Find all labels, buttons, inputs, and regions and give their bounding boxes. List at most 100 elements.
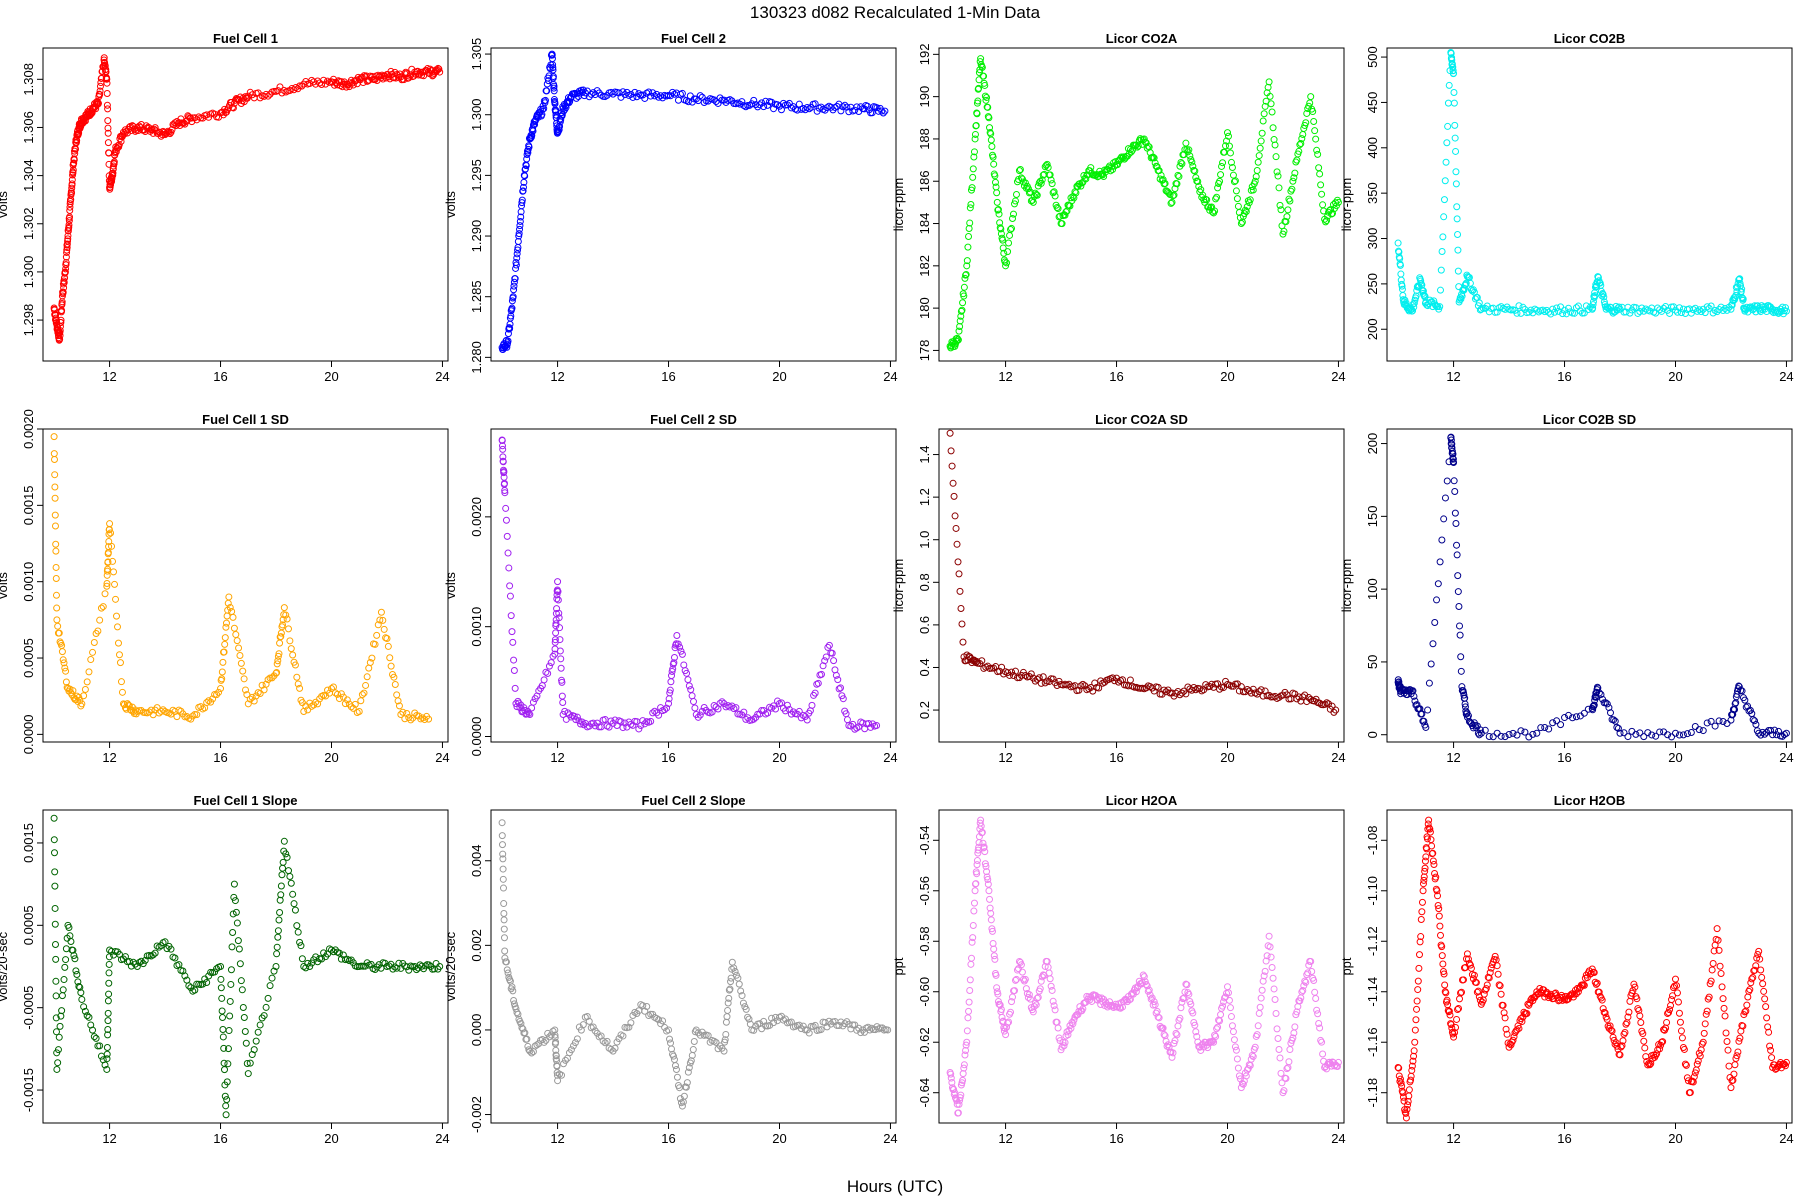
data-point bbox=[58, 1007, 66, 1015]
data-point bbox=[88, 109, 96, 117]
data-point bbox=[973, 110, 981, 118]
data-point bbox=[1002, 262, 1010, 270]
data-point bbox=[67, 937, 75, 945]
data-point bbox=[357, 697, 365, 705]
data-point bbox=[558, 692, 566, 700]
data-point bbox=[70, 159, 78, 167]
data-point bbox=[611, 1044, 619, 1052]
data-point bbox=[1493, 729, 1501, 737]
data-point bbox=[724, 702, 732, 710]
data-point bbox=[1047, 982, 1055, 990]
data-point bbox=[1609, 1033, 1617, 1041]
data-point bbox=[953, 540, 961, 548]
x-tick-label: 16 bbox=[213, 1131, 227, 1146]
data-point bbox=[748, 100, 756, 108]
data-point bbox=[1711, 722, 1719, 730]
data-point bbox=[1047, 176, 1055, 184]
data-point bbox=[1203, 196, 1211, 204]
data-point bbox=[666, 686, 674, 694]
data-point bbox=[962, 1041, 970, 1049]
data-point bbox=[1323, 699, 1331, 707]
data-point bbox=[593, 719, 601, 727]
y-tick-label: 100 bbox=[1365, 578, 1380, 600]
data-point bbox=[1454, 267, 1462, 275]
data-point bbox=[994, 990, 1002, 998]
data-point bbox=[677, 647, 685, 655]
data-point bbox=[1139, 971, 1147, 979]
data-point bbox=[524, 1042, 532, 1050]
data-point bbox=[1475, 299, 1483, 307]
data-point bbox=[318, 955, 326, 963]
data-point bbox=[1122, 996, 1130, 1004]
data-point bbox=[1397, 270, 1405, 278]
data-point bbox=[1228, 163, 1236, 171]
data-point bbox=[867, 723, 875, 731]
data-point bbox=[617, 718, 625, 726]
data-point bbox=[1261, 102, 1269, 110]
data-point bbox=[1333, 1063, 1341, 1071]
data-point bbox=[1736, 1034, 1744, 1042]
data-point bbox=[1417, 933, 1425, 941]
data-point bbox=[1072, 189, 1080, 197]
y-tick-label: 0.6 bbox=[917, 616, 932, 634]
data-point bbox=[1142, 980, 1150, 988]
y-tick-label: 1.300 bbox=[21, 256, 36, 289]
data-point bbox=[509, 987, 517, 995]
data-point bbox=[835, 685, 843, 693]
data-point bbox=[1410, 1052, 1418, 1060]
figure-title: 130323 d082 Recalculated 1-Min Data bbox=[750, 3, 1041, 22]
data-point bbox=[1411, 697, 1419, 705]
data-point bbox=[270, 967, 278, 975]
data-point bbox=[1131, 142, 1139, 150]
data-point bbox=[1705, 993, 1713, 1001]
data-point bbox=[1509, 1036, 1517, 1044]
data-point bbox=[668, 88, 676, 96]
data-point bbox=[1186, 152, 1194, 160]
data-point bbox=[1316, 170, 1324, 178]
data-point bbox=[722, 1018, 730, 1026]
data-point bbox=[1444, 99, 1452, 107]
data-point bbox=[266, 674, 274, 682]
data-point bbox=[1407, 1076, 1415, 1084]
data-point bbox=[399, 708, 407, 716]
data-point bbox=[1269, 974, 1277, 982]
data-point bbox=[811, 100, 819, 108]
data-point bbox=[436, 68, 444, 76]
data-point bbox=[1464, 955, 1472, 963]
data-point bbox=[1738, 285, 1746, 293]
data-point bbox=[235, 945, 243, 953]
data-point bbox=[365, 664, 373, 672]
y-tick-label: 200 bbox=[1365, 318, 1380, 340]
data-point bbox=[554, 127, 562, 135]
data-point bbox=[690, 1038, 698, 1046]
data-point bbox=[1044, 164, 1052, 172]
data-point bbox=[1596, 992, 1604, 1000]
data-point bbox=[1454, 588, 1462, 596]
data-point bbox=[1402, 1114, 1410, 1122]
data-point bbox=[690, 95, 698, 103]
data-point bbox=[1399, 291, 1407, 299]
y-tick-label: 0.0010 bbox=[21, 562, 36, 602]
data-point bbox=[1233, 195, 1241, 203]
data-point bbox=[1245, 687, 1253, 695]
data-point bbox=[163, 945, 171, 953]
data-point bbox=[219, 1014, 227, 1022]
data-point bbox=[297, 942, 305, 950]
data-point bbox=[1761, 730, 1769, 738]
data-point bbox=[1664, 731, 1672, 739]
data-point bbox=[1489, 733, 1497, 741]
data-point bbox=[1734, 279, 1742, 287]
data-point bbox=[1276, 201, 1284, 209]
data-point bbox=[284, 625, 292, 633]
data-point bbox=[1590, 701, 1598, 709]
data-point bbox=[1664, 1009, 1672, 1017]
data-point bbox=[349, 81, 357, 89]
data-point bbox=[1150, 687, 1158, 695]
data-point bbox=[955, 327, 963, 335]
y-tick-label: -1.08 bbox=[1365, 825, 1380, 855]
data-point bbox=[240, 1013, 248, 1021]
x-tick-label: 20 bbox=[1668, 369, 1682, 384]
data-point bbox=[1559, 310, 1567, 318]
data-point bbox=[603, 1037, 611, 1045]
data-point bbox=[304, 706, 312, 714]
